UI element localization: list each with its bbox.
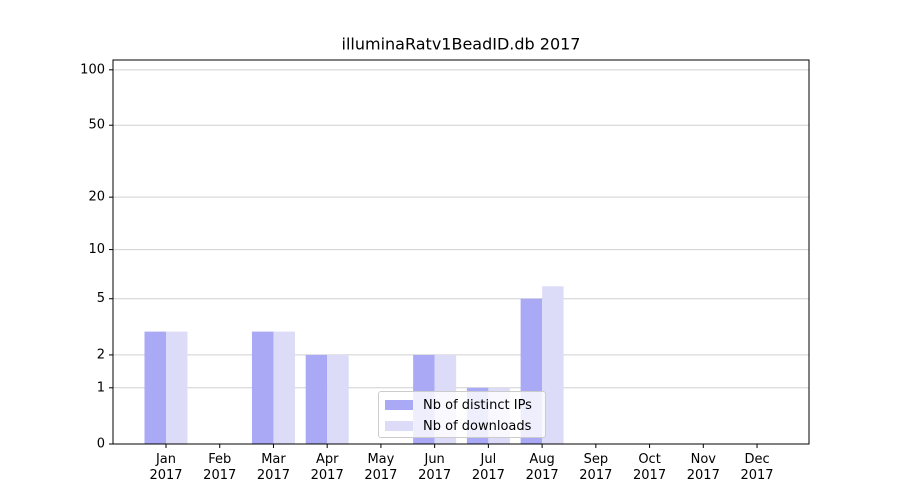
legend-label: Nb of distinct IPs [423,397,532,413]
y-tick-label: 50 [88,118,105,133]
x-tick-label: Mar 2017 [256,452,290,483]
y-tick-label: 100 [80,62,105,77]
x-tick-label: Jul 2017 [471,452,505,483]
legend-swatch [385,400,413,410]
x-tick-label: Feb 2017 [203,452,237,483]
x-tick-label: Oct 2017 [633,452,667,483]
y-tick-label: 10 [88,242,105,257]
x-tick-label: Sep 2017 [579,452,613,483]
bar [144,331,166,444]
y-tick-label: 2 [97,347,105,362]
x-tick-label: Nov 2017 [686,452,720,483]
legend-swatch [385,421,413,431]
x-tick-label: Jan 2017 [149,452,183,483]
x-tick-label: May 2017 [364,452,398,483]
bar [273,331,295,444]
bar [305,354,328,444]
bar [251,331,274,444]
y-tick-label: 20 [88,190,105,205]
legend: Nb of distinct IPs Nb of downloads [378,391,546,438]
legend-item: Nb of downloads [385,417,531,435]
y-tick-label: 5 [97,291,105,306]
plot-frame [112,59,810,445]
bar [166,331,188,444]
x-tick-label: Jun 2017 [418,452,452,483]
chart-title: illuminaRatv1BeadID.db 2017 [342,35,581,54]
x-tick-label: Aug 2017 [525,452,559,483]
legend-item: Nb of distinct IPs [385,396,532,414]
bar [327,354,349,444]
y-tick-label: 0 [97,437,105,452]
x-tick-label: Apr 2017 [310,452,344,483]
x-tick-label: Dec 2017 [740,452,774,483]
legend-label: Nb of downloads [423,418,532,434]
bar [542,286,564,444]
y-tick-label: 1 [97,380,105,395]
